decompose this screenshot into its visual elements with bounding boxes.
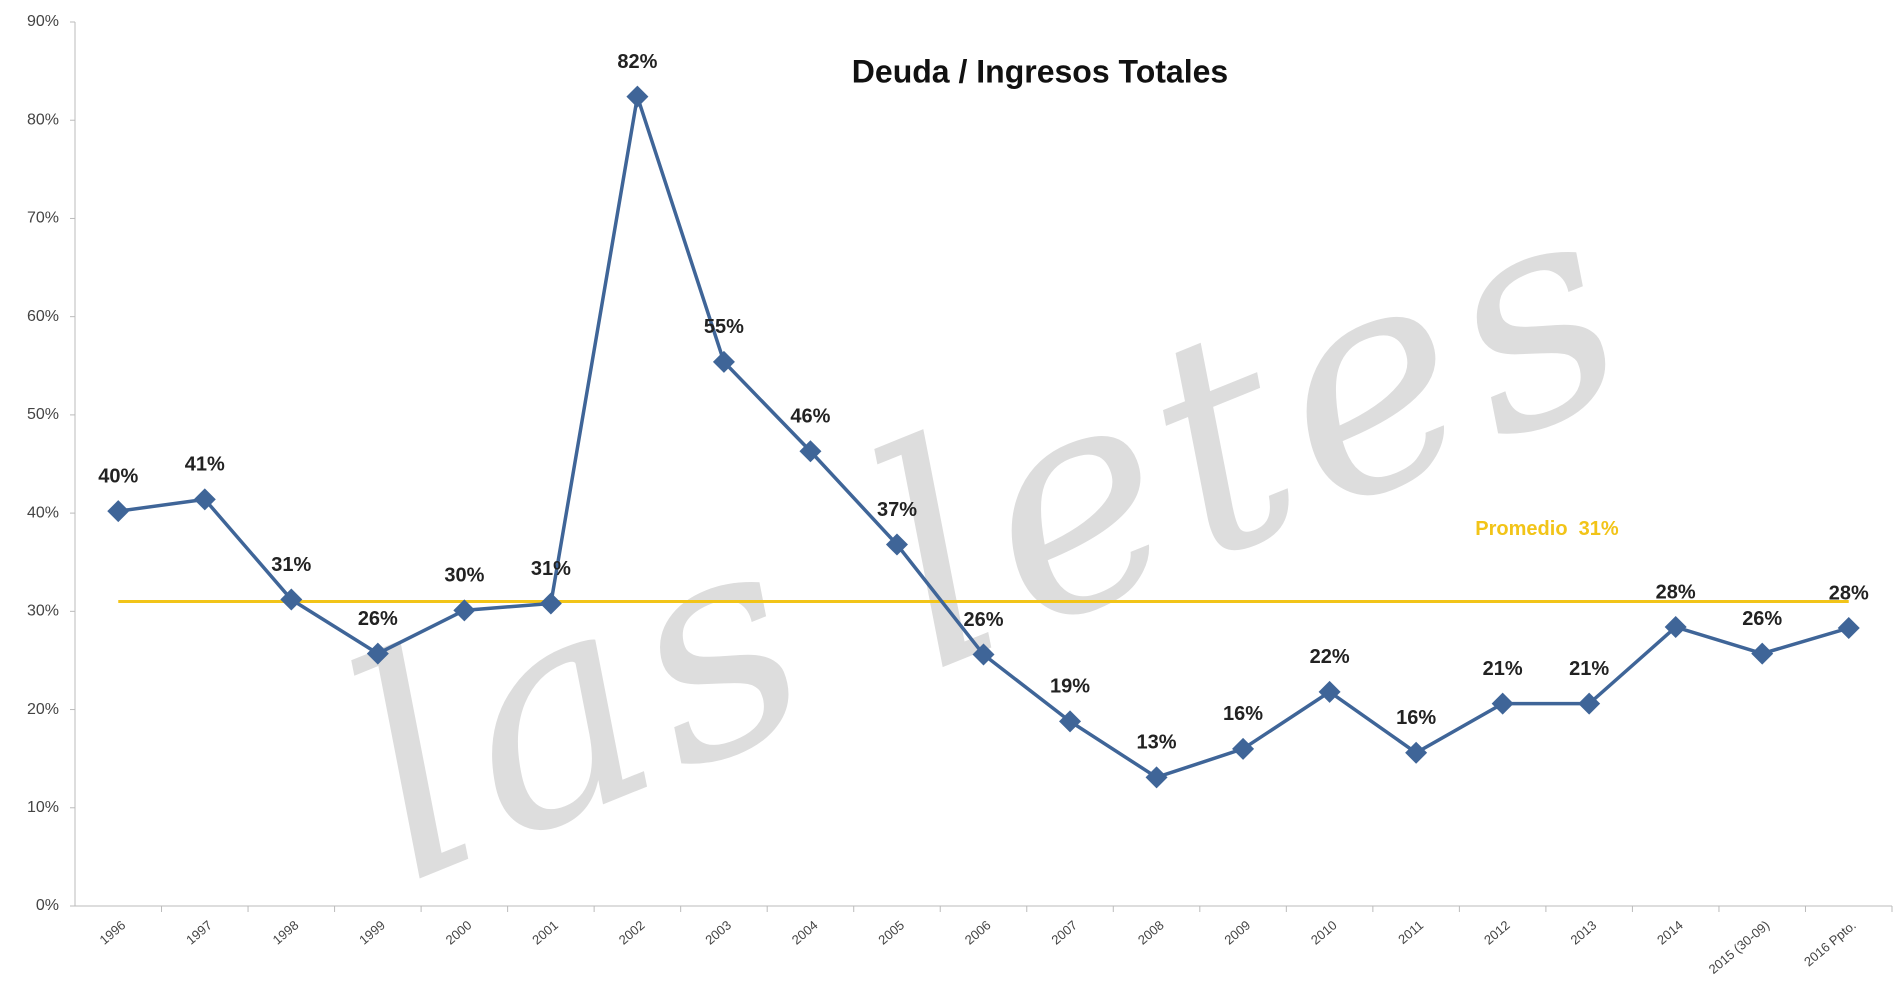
y-tick-label: 70% [27, 210, 59, 227]
data-label: 22% [1310, 646, 1350, 668]
y-tick-label: 40% [27, 504, 59, 521]
data-label: 40% [98, 465, 138, 487]
marker [1145, 766, 1168, 789]
marker [1751, 642, 1774, 665]
marker [1491, 692, 1514, 715]
marker [280, 588, 303, 611]
data-label: 21% [1569, 658, 1609, 680]
marker [626, 85, 649, 108]
marker [539, 592, 562, 615]
watermark: las letes [304, 124, 1677, 949]
x-tick-label: 2015 (30-09) [1706, 917, 1773, 976]
marker [1318, 680, 1341, 703]
y-tick-label: 80% [27, 111, 59, 128]
y-tick-label: 0% [36, 897, 59, 914]
marker [453, 599, 476, 622]
x-tick-label: 2004 [789, 917, 821, 947]
x-tick-label: 2012 [1481, 917, 1513, 947]
data-label: 28% [1829, 582, 1869, 604]
x-tick-label: 2014 [1654, 917, 1686, 947]
data-label: 82% [617, 51, 657, 73]
x-tick-label: 2003 [702, 917, 734, 947]
marker [799, 440, 822, 463]
x-tick-label: 2010 [1308, 917, 1340, 947]
x-tick-label: 2001 [529, 917, 561, 947]
data-label: 19% [1050, 676, 1090, 698]
y-tick-label: 60% [27, 308, 59, 325]
chart-title: Deuda / Ingresos Totales [852, 53, 1228, 89]
data-label: 31% [271, 554, 311, 576]
data-label: 41% [185, 454, 225, 476]
y-tick-label: 20% [27, 701, 59, 718]
data-label: 30% [444, 565, 484, 587]
marker [1578, 692, 1601, 715]
marker [193, 488, 216, 511]
x-tick-label: 1997 [183, 917, 215, 947]
marker [972, 643, 995, 666]
data-label: 55% [704, 316, 744, 338]
data-label: 31% [531, 558, 571, 580]
data-label: 46% [790, 406, 830, 428]
x-tick-label: 2013 [1568, 917, 1600, 947]
y-tick-label: 30% [27, 603, 59, 620]
x-tick-label: 2002 [616, 917, 648, 947]
x-tick-label: 1996 [97, 917, 129, 947]
data-label: 16% [1223, 703, 1263, 725]
y-tick-label: 10% [27, 799, 59, 816]
data-label: 26% [1742, 608, 1782, 630]
data-label: 21% [1483, 658, 1523, 680]
x-tick-label: 2008 [1135, 917, 1167, 947]
marker [1405, 741, 1428, 764]
data-label: 16% [1396, 707, 1436, 729]
marker [1664, 616, 1687, 639]
x-tick-label: 2005 [875, 917, 907, 947]
x-tick-label: 1999 [356, 917, 388, 947]
data-label: 26% [358, 608, 398, 630]
x-tick-label: 2007 [1048, 917, 1080, 947]
marker [366, 642, 389, 665]
x-tick-label: 2011 [1395, 917, 1426, 946]
marker [885, 533, 908, 556]
data-label: 28% [1656, 581, 1696, 603]
x-tick-label: 2016 Ppto. [1801, 917, 1859, 969]
average-label: Promedio 31% [1475, 518, 1619, 540]
x-tick-label: 2009 [1221, 917, 1253, 947]
marker [107, 500, 130, 523]
y-tick-label: 90% [27, 13, 59, 30]
x-tick-label: 1998 [270, 917, 302, 947]
data-label: 13% [1137, 732, 1177, 754]
marker [1059, 710, 1082, 733]
marker [1837, 617, 1860, 640]
marker [1232, 737, 1255, 760]
marker [712, 350, 735, 373]
x-tick-label: 2006 [962, 917, 994, 947]
data-label: 37% [877, 499, 917, 521]
data-label: 26% [963, 609, 1003, 631]
y-tick-label: 50% [27, 406, 59, 423]
